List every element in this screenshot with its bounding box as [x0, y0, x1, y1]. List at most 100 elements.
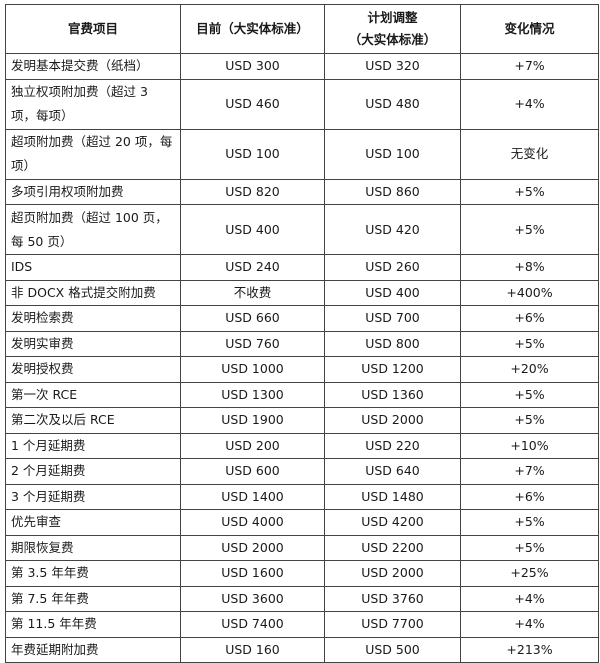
change-cell: +5% [460, 330, 599, 357]
change-cell: 无变化 [460, 128, 599, 180]
table-row: 3 个月延期费 USD 1400 USD 1480 +6% [5, 483, 599, 510]
change-cell: +5% [460, 407, 599, 434]
current-fee-cell: USD 1000 [180, 356, 325, 383]
table-row: 发明基本提交费（纸档） USD 300 USD 320 +7% [5, 53, 599, 80]
planned-fee-cell: USD 420 [324, 204, 461, 255]
planned-fee-cell: USD 480 [324, 78, 461, 130]
change-cell: +5% [460, 204, 599, 255]
current-fee-cell: USD 7400 [180, 611, 325, 638]
change-cell: +7% [460, 458, 599, 485]
fee-item-cell: 发明授权费 [5, 356, 181, 383]
planned-fee-cell: USD 100 [324, 128, 461, 180]
change-cell: +4% [460, 611, 599, 638]
table-row: 1 个月延期费 USD 200 USD 220 +10% [5, 432, 599, 459]
change-cell: +5% [460, 509, 599, 536]
table-row: 期限恢复费 USD 2000 USD 2200 +5% [5, 534, 599, 561]
fee-item-cell: 3 个月延期费 [5, 483, 181, 510]
planned-fee-cell: USD 320 [324, 53, 461, 80]
current-fee-cell: USD 760 [180, 330, 325, 357]
table-row: 发明授权费 USD 1000 USD 1200 +20% [5, 356, 599, 383]
table-row: IDS USD 240 USD 260 +8% [5, 254, 599, 281]
planned-fee-cell: USD 2000 [324, 560, 461, 587]
fee-item-cell: 独立权项附加费（超过 3 项，每项） [5, 78, 181, 130]
fee-item-cell: 发明基本提交费（纸档） [5, 53, 181, 80]
change-cell: +7% [460, 53, 599, 80]
fee-table: 官费项目 目前（大实体标准） 计划调整 （大实体标准） 变化情况 发明基本提交费（… [5, 4, 599, 663]
planned-fee-cell: USD 860 [324, 178, 461, 205]
table-row: 第 11.5 年年费 USD 7400 USD 7700 +4% [5, 611, 599, 638]
table-row: 超项附加费（超过 20 项，每项） USD 100 USD 100 无变化 [5, 128, 599, 180]
planned-fee-cell: USD 700 [324, 305, 461, 332]
table-row: 发明检索费 USD 660 USD 700 +6% [5, 305, 599, 332]
table-row: 非 DOCX 格式提交附加费 不收费 USD 400 +400% [5, 279, 599, 306]
table-row: 优先审查 USD 4000 USD 4200 +5% [5, 509, 599, 536]
current-fee-cell: USD 1300 [180, 381, 325, 408]
current-fee-cell: USD 200 [180, 432, 325, 459]
table-row: 第一次 RCE USD 1300 USD 1360 +5% [5, 381, 599, 408]
change-cell: +5% [460, 381, 599, 408]
current-fee-cell: USD 4000 [180, 509, 325, 536]
planned-fee-cell: USD 2000 [324, 407, 461, 434]
fee-item-cell: 非 DOCX 格式提交附加费 [5, 279, 181, 306]
change-cell: +5% [460, 178, 599, 205]
fee-item-cell: 第一次 RCE [5, 381, 181, 408]
planned-fee-cell: USD 400 [324, 279, 461, 306]
fee-item-cell: 第二次及以后 RCE [5, 407, 181, 434]
table-row: 2 个月延期费 USD 600 USD 640 +7% [5, 458, 599, 485]
current-fee-cell: USD 300 [180, 53, 325, 80]
planned-fee-cell: USD 3760 [324, 585, 461, 612]
fee-item-cell: 第 3.5 年年费 [5, 560, 181, 587]
table-row: 发明实审费 USD 760 USD 800 +5% [5, 330, 599, 357]
current-fee-cell: USD 820 [180, 178, 325, 205]
current-fee-cell: USD 2000 [180, 534, 325, 561]
header-change: 变化情况 [460, 4, 599, 54]
current-fee-cell: USD 1900 [180, 407, 325, 434]
change-cell: +20% [460, 356, 599, 383]
change-cell: +400% [460, 279, 599, 306]
fee-item-cell: 多项引用权项附加费 [5, 178, 181, 205]
header-current: 目前（大实体标准） [180, 4, 325, 54]
fee-item-cell: 2 个月延期费 [5, 458, 181, 485]
planned-fee-cell: USD 260 [324, 254, 461, 281]
table-row: 第 7.5 年年费 USD 3600 USD 3760 +4% [5, 585, 599, 612]
table-row: 第 3.5 年年费 USD 1600 USD 2000 +25% [5, 560, 599, 587]
current-fee-cell: USD 1400 [180, 483, 325, 510]
header-planned-line1: 计划调整 [367, 10, 418, 25]
current-fee-cell: USD 660 [180, 305, 325, 332]
fee-item-cell: 1 个月延期费 [5, 432, 181, 459]
change-cell: +10% [460, 432, 599, 459]
planned-fee-cell: USD 640 [324, 458, 461, 485]
current-fee-cell: 不收费 [180, 279, 325, 306]
planned-fee-cell: USD 4200 [324, 509, 461, 536]
planned-fee-cell: USD 1360 [324, 381, 461, 408]
fee-item-cell: 年费延期附加费 [5, 636, 181, 663]
change-cell: +4% [460, 585, 599, 612]
change-cell: +25% [460, 560, 599, 587]
change-cell: +213% [460, 636, 599, 663]
current-fee-cell: USD 460 [180, 78, 325, 130]
change-cell: +5% [460, 534, 599, 561]
fee-item-cell: IDS [5, 254, 181, 281]
change-cell: +6% [460, 483, 599, 510]
change-cell: +4% [460, 78, 599, 130]
current-fee-cell: USD 1600 [180, 560, 325, 587]
planned-fee-cell: USD 800 [324, 330, 461, 357]
table-row: 第二次及以后 RCE USD 1900 USD 2000 +5% [5, 407, 599, 434]
table-row: 独立权项附加费（超过 3 项，每项） USD 460 USD 480 +4% [5, 78, 599, 130]
planned-fee-cell: USD 7700 [324, 611, 461, 638]
table-row: 超页附加费（超过 100 页，每 50 页） USD 400 USD 420 +5% [5, 204, 599, 255]
current-fee-cell: USD 3600 [180, 585, 325, 612]
table-row: 多项引用权项附加费 USD 820 USD 860 +5% [5, 178, 599, 205]
current-fee-cell: USD 240 [180, 254, 325, 281]
change-cell: +6% [460, 305, 599, 332]
planned-fee-cell: USD 1200 [324, 356, 461, 383]
fee-item-cell: 超页附加费（超过 100 页，每 50 页） [5, 204, 181, 255]
current-fee-cell: USD 100 [180, 128, 325, 180]
fee-item-cell: 优先审查 [5, 509, 181, 536]
fee-item-cell: 超项附加费（超过 20 项，每项） [5, 128, 181, 180]
change-cell: +8% [460, 254, 599, 281]
table-row: 年费延期附加费 USD 160 USD 500 +213% [5, 636, 599, 663]
fee-item-cell: 第 11.5 年年费 [5, 611, 181, 638]
header-item: 官费项目 [5, 4, 181, 54]
header-row: 官费项目 目前（大实体标准） 计划调整 （大实体标准） 变化情况 [5, 4, 599, 54]
